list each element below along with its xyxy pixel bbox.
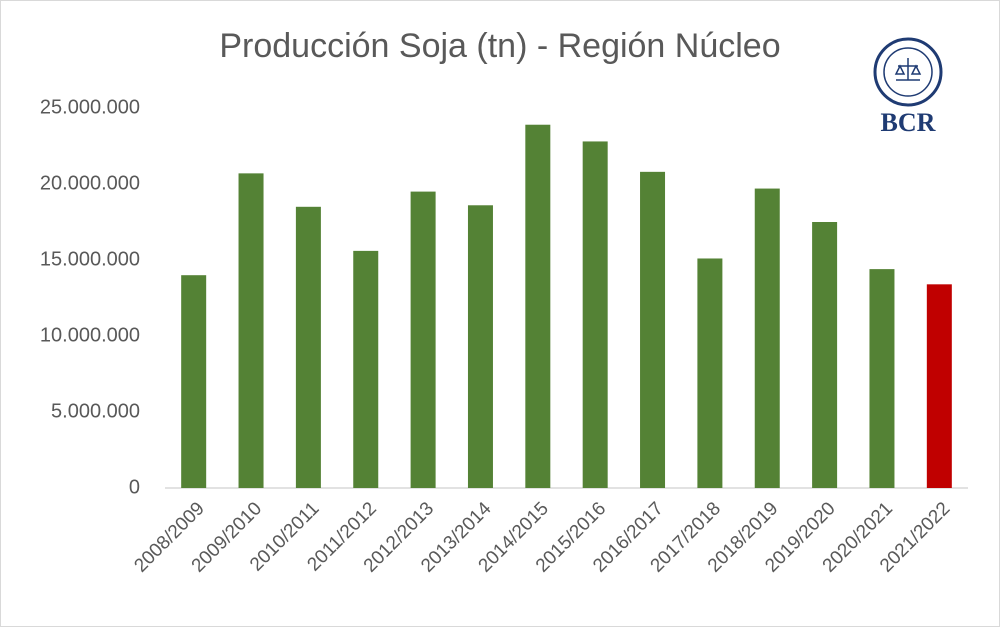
bar xyxy=(640,171,666,488)
bar xyxy=(697,258,723,488)
logo: BCR xyxy=(873,37,943,137)
bar xyxy=(754,188,780,488)
bar xyxy=(353,250,379,488)
y-tick-label: 25.000.000 xyxy=(40,96,140,118)
bar xyxy=(410,191,436,488)
chart-title: Producción Soja (tn) - Región Núcleo xyxy=(219,27,780,65)
bar xyxy=(926,284,952,488)
logo-text: BCR xyxy=(881,108,936,137)
logo-inner-ring xyxy=(883,47,933,97)
bar xyxy=(181,275,207,488)
logo-ring xyxy=(873,37,943,107)
y-tick-label: 15.000.000 xyxy=(40,248,140,270)
bar xyxy=(812,222,838,488)
bar xyxy=(525,124,551,488)
bar xyxy=(467,205,493,488)
y-tick-label: 5.000.000 xyxy=(51,400,140,422)
y-tick-label: 0 xyxy=(129,476,140,498)
bar xyxy=(295,206,321,489)
bar xyxy=(582,141,608,488)
y-tick-label: 20.000.000 xyxy=(40,172,140,194)
bar xyxy=(869,269,895,488)
logo-emblem xyxy=(894,58,922,81)
bar xyxy=(238,173,264,489)
y-tick-label: 10.000.000 xyxy=(40,324,140,346)
